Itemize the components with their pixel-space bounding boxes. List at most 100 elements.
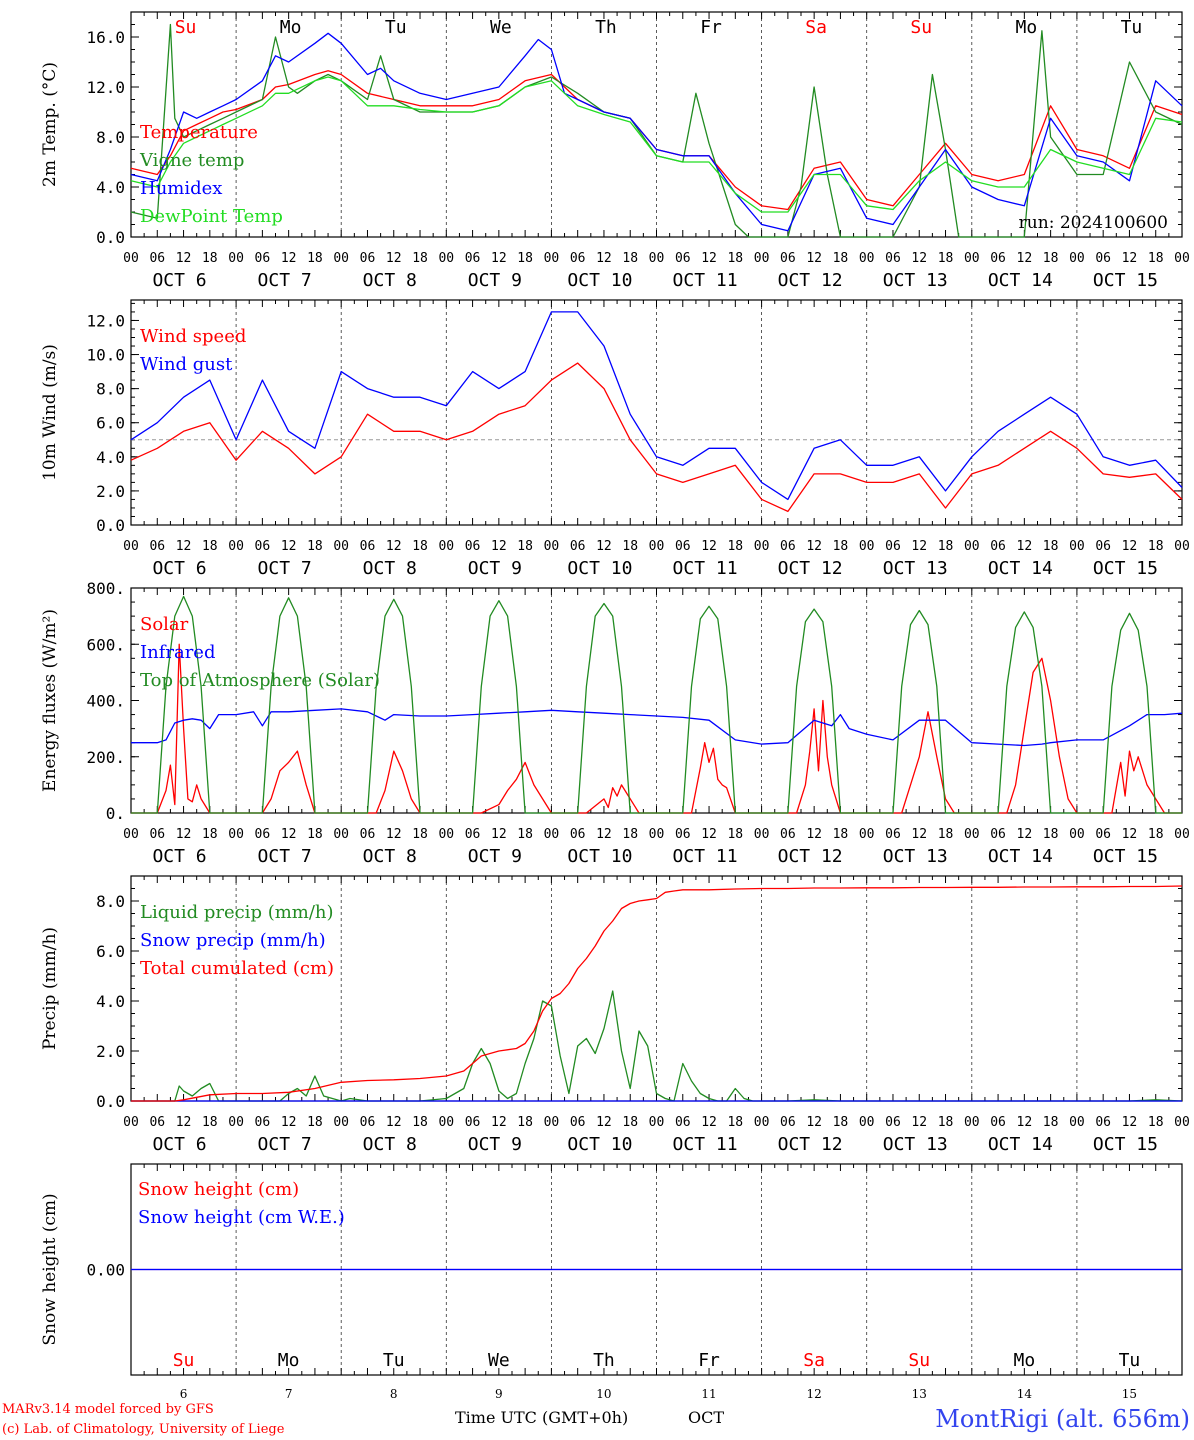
hour-tick-label: 06 [780, 1115, 796, 1130]
hour-tick-label: 12 [701, 827, 717, 842]
hour-tick-label: 00 [964, 251, 980, 266]
series-line [130, 311, 1183, 501]
hour-tick-label: 12 [176, 251, 192, 266]
date-label: OCT 11 [673, 1134, 738, 1155]
date-label: OCT 10 [567, 270, 632, 291]
date-label: OCT 15 [1093, 558, 1158, 579]
hour-tick-label: 12 [281, 539, 297, 554]
date-label: OCT 6 [152, 270, 206, 291]
date-label: OCT 11 [673, 846, 738, 867]
date-label: OCT 13 [883, 1134, 948, 1155]
hour-tick-label: 12 [491, 827, 507, 842]
day-number-label: 14 [1017, 1387, 1033, 1401]
hour-tick-label: 06 [675, 251, 691, 266]
hour-tick-label: 06 [360, 539, 376, 554]
hour-tick-label: 06 [255, 827, 271, 842]
hour-tick-label: 06 [885, 539, 901, 554]
hour-tick-label: 06 [465, 251, 481, 266]
hour-tick-label: 12 [491, 539, 507, 554]
y-tick-label: 4.0 [96, 992, 125, 1011]
day-number-label: 15 [1122, 1387, 1137, 1401]
date-label: OCT 14 [988, 846, 1053, 867]
hour-tick-label: 18 [412, 1115, 428, 1130]
hour-tick-label: 00 [964, 539, 980, 554]
date-label: OCT 11 [673, 558, 738, 579]
hour-tick-label: 12 [176, 827, 192, 842]
legend-label: Snow height (cm) [138, 1179, 299, 1200]
hour-tick-label: 06 [675, 539, 691, 554]
y-tick-label: 12.0 [86, 311, 125, 330]
hour-tick-label: 06 [990, 251, 1006, 266]
y-tick-label: 200. [86, 748, 125, 767]
station-label: MontRigi (alt. 656m) [935, 1405, 1190, 1433]
hour-tick-label: 12 [1122, 827, 1138, 842]
hour-tick-label: 00 [1069, 251, 1085, 266]
hour-tick-label: 18 [622, 1115, 638, 1130]
y-tick-label: 8.0 [96, 128, 125, 147]
hour-tick-label: 06 [570, 827, 586, 842]
weekday-label-bottom: Mo [1014, 1350, 1036, 1371]
y-tick-label: 2.0 [96, 1042, 125, 1061]
hour-tick-label: 00 [438, 251, 454, 266]
hour-tick-label: 18 [1148, 1115, 1164, 1130]
y-tick-label: 6.0 [96, 414, 125, 433]
legend-label: Snow precip (mm/h) [140, 930, 326, 951]
date-label: OCT 14 [988, 1134, 1053, 1155]
date-label: OCT 15 [1093, 1134, 1158, 1155]
hour-tick-label: 00 [123, 1115, 139, 1130]
date-label: OCT 6 [152, 558, 206, 579]
weekday-label-bottom: Su [173, 1350, 195, 1371]
hour-tick-label: 18 [517, 1115, 533, 1130]
hour-tick-label: 06 [570, 1115, 586, 1130]
date-label: OCT 9 [468, 270, 522, 291]
hour-tick-label: 06 [149, 539, 165, 554]
y-tick-label: 0.0 [96, 228, 125, 247]
date-label: OCT 7 [258, 558, 312, 579]
hour-tick-label: 12 [596, 539, 612, 554]
hour-tick-label: 12 [386, 1115, 402, 1130]
y-tick-label: 6.0 [96, 942, 125, 961]
hour-tick-label: 00 [228, 539, 244, 554]
hour-tick-label: 06 [780, 539, 796, 554]
hour-tick-label: 06 [780, 251, 796, 266]
date-label: OCT 9 [468, 558, 522, 579]
weekday-label-top: Tu [1121, 17, 1143, 38]
series-line [130, 362, 1183, 513]
y-axis-label: 2m Temp. (°C) [40, 62, 60, 187]
hour-tick-label: 06 [570, 251, 586, 266]
weekday-label-bottom: Tu [383, 1350, 405, 1371]
hour-tick-label: 06 [149, 1115, 165, 1130]
hour-tick-label: 18 [622, 827, 638, 842]
hour-tick-label: 00 [438, 827, 454, 842]
date-label: OCT 8 [363, 558, 417, 579]
hour-tick-label: 12 [701, 539, 717, 554]
hour-tick-label: 00 [1174, 539, 1190, 554]
hour-tick-label: 00 [1174, 251, 1190, 266]
hour-tick-label: 12 [701, 251, 717, 266]
hour-tick-label: 18 [202, 539, 218, 554]
hour-tick-label: 00 [438, 539, 454, 554]
legend-label: Temperature [140, 122, 258, 143]
y-axis-label: 10m Wind (m/s) [40, 344, 60, 481]
date-label: OCT 10 [567, 846, 632, 867]
hour-tick-label: 12 [806, 251, 822, 266]
hour-tick-label: 00 [228, 251, 244, 266]
weekday-label-top: Mo [280, 17, 302, 38]
panel-5: 0.00 Snow height (cm) Snow height (cm) Snow… [40, 1163, 1183, 1376]
hour-tick-label: 12 [911, 539, 927, 554]
hour-tick-label: 06 [1095, 827, 1111, 842]
legend-label: Wind speed [140, 326, 246, 347]
hour-tick-label: 12 [491, 251, 507, 266]
hour-tick-label: 12 [596, 827, 612, 842]
date-label: OCT 9 [468, 846, 522, 867]
hour-tick-label: 00 [859, 539, 875, 554]
hour-tick-label: 00 [544, 1115, 560, 1130]
weekday-label-top: Su [910, 17, 932, 38]
hour-tick-label: 18 [517, 539, 533, 554]
hour-tick-label: 18 [938, 251, 954, 266]
weekday-label-bottom: Tu [1119, 1350, 1141, 1371]
hour-tick-label: 12 [1122, 539, 1138, 554]
date-label: OCT 11 [673, 270, 738, 291]
hour-tick-label: 18 [517, 251, 533, 266]
date-label: OCT 14 [988, 558, 1053, 579]
